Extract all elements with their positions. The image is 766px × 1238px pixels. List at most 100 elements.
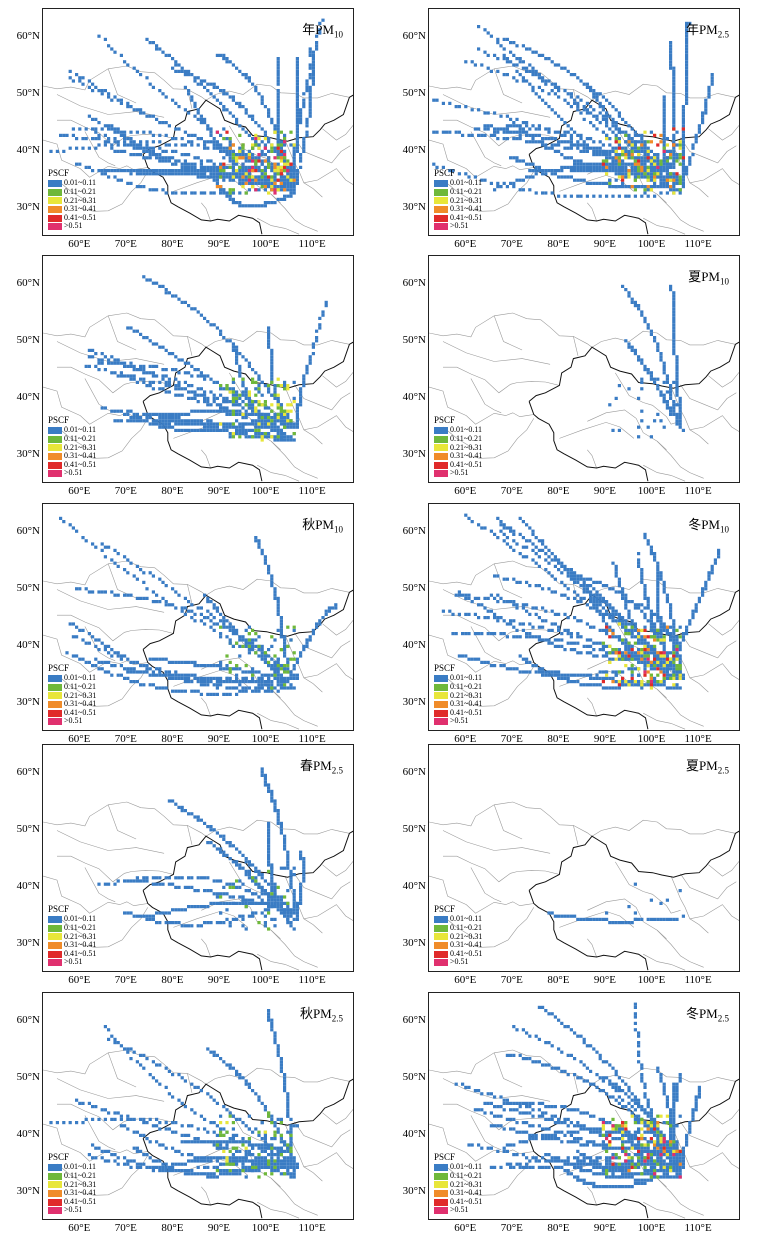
pscf-cell (139, 140, 143, 144)
pscf-cell (525, 632, 529, 636)
pscf-cell (464, 596, 468, 600)
legend-label: 0.01~0.11 (450, 178, 483, 188)
pscf-cell (569, 571, 573, 575)
pscf-cell (544, 568, 548, 572)
pscf-cell (685, 95, 689, 99)
pscf-cell (251, 680, 255, 684)
pscf-cell (299, 853, 303, 857)
pscf-cell (624, 140, 628, 144)
pscf-cell (151, 683, 155, 687)
pscf-cell (496, 536, 500, 540)
pscf-cell (251, 403, 255, 407)
pscf-cell (180, 689, 184, 693)
pscf-cell (576, 577, 580, 581)
pscf-cell (145, 596, 149, 600)
pscf-cell (142, 371, 146, 375)
pscf-cell (139, 169, 143, 173)
pscf-cell (662, 638, 666, 642)
pscf-cell (209, 612, 213, 616)
pscf-cell (94, 638, 98, 642)
pscf-cell (161, 169, 165, 173)
pscf-cell (678, 641, 682, 645)
pscf-cell (251, 143, 255, 147)
pscf-cell (672, 73, 676, 77)
pscf-cell (633, 159, 637, 163)
pscf-cell (222, 619, 226, 623)
pscf-cell (483, 606, 487, 610)
pscf-cell (665, 660, 669, 664)
pscf-cell (171, 412, 175, 416)
pscf-cell (219, 149, 223, 153)
pscf-cell (302, 866, 306, 870)
pscf-cell (589, 89, 593, 93)
pscf-cell (579, 159, 583, 163)
pscf-cell (569, 73, 573, 77)
pscf-cell (273, 169, 277, 173)
pscf-cell (107, 140, 111, 144)
pscf-cell (493, 133, 497, 137)
pscf-cell (167, 673, 171, 677)
pscf-cell (669, 66, 673, 70)
pscf-cell (273, 419, 277, 423)
pscf-cell (267, 178, 271, 182)
pscf-cell (241, 153, 245, 157)
boundary-line (57, 855, 174, 883)
pscf-cell (267, 108, 271, 112)
pscf-cell (531, 133, 535, 137)
pscf-cell (222, 892, 226, 896)
pscf-cell (206, 600, 210, 604)
pscf-cell (483, 660, 487, 664)
pscf-cell (627, 654, 631, 658)
pscf-cell (614, 571, 618, 575)
pscf-cell (283, 387, 287, 391)
pscf-cell (251, 400, 255, 404)
pscf-cell (295, 425, 299, 429)
pscf-cell (113, 140, 117, 144)
pscf-cell (672, 648, 676, 652)
pscf-cell (621, 622, 625, 626)
pscf-cell (585, 85, 589, 89)
pscf-cell (611, 609, 615, 613)
pscf-cell (589, 105, 593, 109)
pscf-cell (621, 185, 625, 189)
pscf-cell (203, 393, 207, 397)
pscf-cell (308, 89, 312, 93)
pscf-cell (640, 603, 644, 607)
pscf-cell (653, 644, 657, 648)
pscf-cell (116, 178, 120, 182)
pscf-cell (598, 194, 602, 198)
pscf-cell (273, 390, 277, 394)
pscf-cell (518, 130, 522, 134)
pscf-cell (276, 428, 280, 432)
pscf-cell (640, 313, 644, 317)
pscf-cell (643, 368, 647, 372)
pscf-cell (665, 686, 669, 690)
pscf-cell (244, 204, 248, 208)
pscf-cell (126, 105, 130, 109)
pscf-cell (286, 425, 290, 429)
pscf-cell (231, 425, 235, 429)
pscf-cell (203, 889, 207, 893)
pscf-cell (273, 664, 277, 668)
pscf-cell (209, 422, 213, 426)
pscf-cell (276, 101, 280, 105)
pscf-cell (119, 673, 123, 677)
pscf-cell (662, 670, 666, 674)
pscf-cell (486, 609, 490, 613)
pscf-cell (155, 600, 159, 604)
pscf-cell (132, 368, 136, 372)
pscf-cell (493, 111, 497, 115)
y-tick-label: 40°N (16, 143, 40, 156)
pscf-cell (286, 680, 290, 684)
pscf-cell (263, 188, 267, 192)
pscf-cell (305, 85, 309, 89)
pscf-cell (525, 162, 529, 166)
pscf-cell (598, 596, 602, 600)
pscf-cell (672, 172, 676, 176)
pscf-cell (477, 603, 481, 607)
pscf-cell (107, 644, 111, 648)
pscf-cell (190, 374, 194, 378)
pscf-cell (553, 111, 557, 115)
pscf-cell (295, 181, 299, 185)
pscf-cell (672, 108, 676, 112)
